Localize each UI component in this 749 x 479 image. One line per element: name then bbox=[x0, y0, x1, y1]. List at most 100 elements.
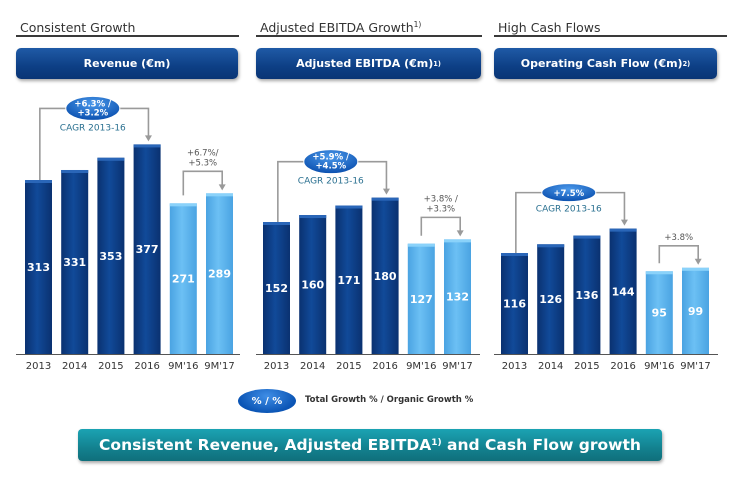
category-label: 9M'16 bbox=[644, 361, 674, 372]
interim-growth-text: +3.8% bbox=[664, 233, 693, 243]
bar-top-highlight bbox=[407, 243, 435, 247]
bar-value-label: 132 bbox=[446, 291, 469, 304]
section-title-text: High Cash Flows bbox=[498, 20, 601, 35]
bar-top-highlight bbox=[682, 267, 709, 271]
bar bbox=[609, 228, 637, 354]
bar-top-highlight bbox=[299, 215, 327, 219]
bar bbox=[682, 267, 709, 354]
bar-top-highlight bbox=[444, 239, 471, 243]
cagr-growth-text: +3.2% bbox=[77, 108, 108, 118]
bar-value-label: 353 bbox=[99, 250, 122, 263]
cagr-arrow-icon bbox=[382, 188, 390, 195]
section-title-cashflow: High Cash Flows bbox=[494, 20, 727, 37]
cagr-growth-text: +4.5% bbox=[315, 162, 346, 172]
banner-text: Consistent Revenue, Adjusted EBITDA bbox=[99, 436, 432, 454]
bar-value-label: 126 bbox=[539, 293, 562, 306]
banner-text: and Cash Flow growth bbox=[441, 436, 641, 454]
category-label: 9M'17 bbox=[442, 361, 472, 372]
bar-value-label: 180 bbox=[374, 270, 397, 283]
bar bbox=[371, 197, 399, 354]
bar bbox=[61, 169, 89, 354]
bar-top-highlight bbox=[206, 193, 233, 197]
footnote-marker: 1) bbox=[433, 59, 441, 68]
interim-arrow-icon bbox=[456, 230, 464, 237]
bar-top-highlight bbox=[537, 244, 565, 248]
category-label: 9M'17 bbox=[204, 361, 234, 372]
bar bbox=[537, 244, 565, 354]
category-label: 2016 bbox=[610, 361, 635, 372]
category-label: 2015 bbox=[98, 361, 123, 372]
interim-bracket bbox=[182, 170, 223, 196]
bar-value-label: 289 bbox=[208, 268, 231, 281]
interim-growth-text: +5.3% bbox=[188, 158, 217, 168]
bar-top-highlight bbox=[263, 222, 290, 225]
bar bbox=[573, 235, 601, 354]
bar-value-label: 377 bbox=[136, 243, 159, 256]
bar-top-highlight bbox=[335, 205, 363, 209]
category-label: 2016 bbox=[372, 361, 397, 372]
bar bbox=[169, 203, 197, 354]
header-text: Revenue (€m) bbox=[83, 57, 171, 70]
bar-value-label: 95 bbox=[652, 307, 667, 320]
bar bbox=[335, 205, 363, 354]
bar-top-highlight bbox=[645, 271, 673, 275]
category-label: 2013 bbox=[264, 361, 289, 372]
category-label: 2014 bbox=[538, 361, 563, 372]
legend-oval-text: % / % bbox=[251, 395, 283, 407]
footnote-marker: 1) bbox=[413, 20, 422, 29]
bar-value-label: 99 bbox=[688, 305, 703, 318]
bar bbox=[25, 180, 52, 354]
cagr-oval bbox=[541, 183, 597, 203]
header-text: Adjusted EBITDA (€m) bbox=[296, 57, 434, 70]
bar-value-label: 152 bbox=[265, 282, 288, 295]
revenue-header: Revenue (€m) bbox=[16, 48, 238, 79]
bar-top-highlight bbox=[25, 180, 52, 183]
interim-bracket bbox=[658, 245, 700, 264]
category-label: 2013 bbox=[502, 361, 527, 372]
cagr-arrow-icon bbox=[620, 219, 628, 226]
footnote-marker: 2) bbox=[682, 59, 691, 68]
footnote-marker: 1) bbox=[431, 438, 442, 448]
cagr-label: CAGR 2013-16 bbox=[60, 123, 126, 133]
cagr-label: CAGR 2013-16 bbox=[298, 177, 364, 187]
bar bbox=[133, 144, 161, 354]
bar-top-highlight bbox=[501, 253, 528, 256]
bar-value-label: 116 bbox=[503, 298, 526, 311]
interim-bracket bbox=[420, 216, 462, 236]
summary-banner: Consistent Revenue, Adjusted EBITDA 1) an… bbox=[78, 429, 662, 461]
category-label: 2014 bbox=[300, 361, 325, 372]
cagr-oval bbox=[65, 95, 121, 121]
category-label: 2014 bbox=[62, 361, 87, 372]
bar-value-label: 160 bbox=[301, 279, 324, 292]
ebitda-header: Adjusted EBITDA (€m) 1) bbox=[256, 48, 481, 79]
cashflow-header: Operating Cash Flow (€m) 2) bbox=[494, 48, 717, 79]
bar bbox=[645, 271, 673, 354]
bar bbox=[97, 157, 125, 354]
bar-top-highlight bbox=[609, 228, 637, 232]
interim-growth-text: +3.3% bbox=[426, 204, 455, 214]
cagr-arrow-icon bbox=[144, 135, 152, 142]
bar bbox=[206, 193, 233, 354]
cagr-growth-text: +7.5% bbox=[553, 189, 584, 199]
bar bbox=[263, 222, 290, 354]
category-label: 9M'16 bbox=[168, 361, 198, 372]
interim-arrow-icon bbox=[694, 258, 702, 265]
bar-value-label: 144 bbox=[612, 285, 635, 298]
category-label: 2015 bbox=[574, 361, 599, 372]
legend-text: Total Growth % / Organic Growth % bbox=[305, 395, 474, 405]
bar-value-label: 313 bbox=[27, 261, 50, 274]
interim-growth-text: +3.8% / bbox=[424, 194, 458, 204]
cagr-growth-text: +5.9% / bbox=[312, 153, 350, 163]
section-title-text: Consistent Growth bbox=[20, 20, 136, 35]
bar-top-highlight bbox=[133, 144, 161, 148]
category-label: 9M'16 bbox=[406, 361, 436, 372]
category-label: 2016 bbox=[134, 361, 159, 372]
cagr-oval bbox=[303, 149, 359, 175]
bar-value-label: 136 bbox=[575, 289, 598, 302]
section-title-text: Adjusted EBITDA Growth bbox=[260, 20, 414, 36]
bar-value-label: 331 bbox=[63, 256, 86, 269]
bar-top-highlight bbox=[573, 235, 601, 239]
bar bbox=[407, 243, 435, 354]
category-label: 2013 bbox=[26, 361, 51, 372]
